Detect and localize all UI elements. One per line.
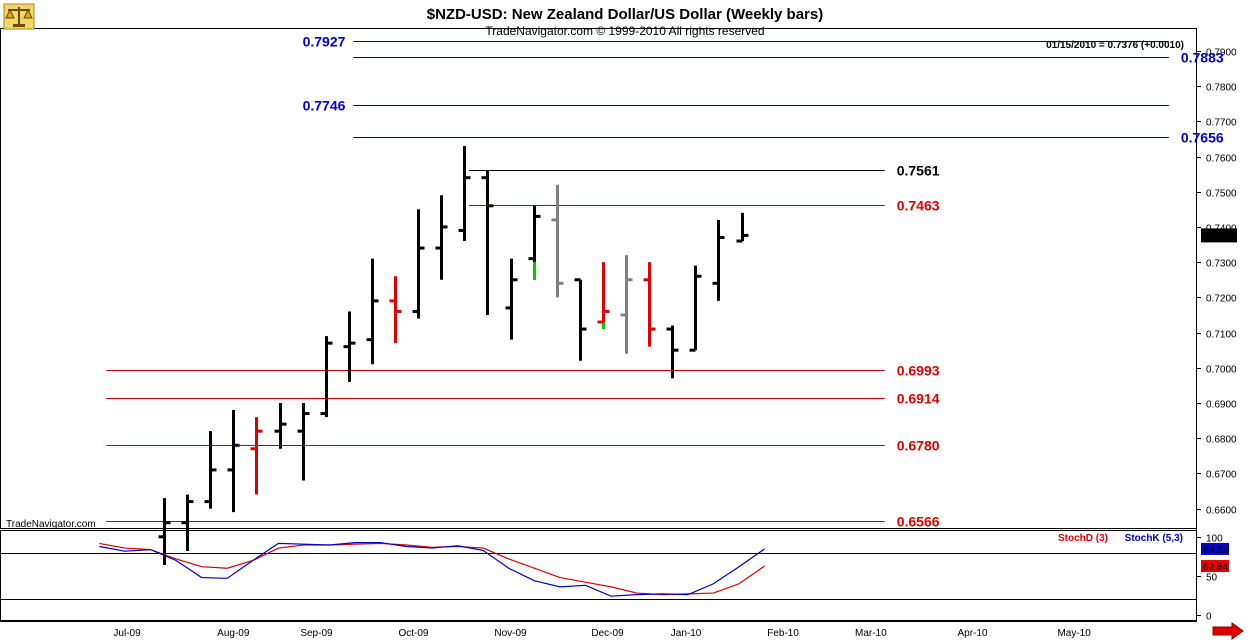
- ohlc-bar: [481, 170, 494, 315]
- watermark: TradeNavigator.com: [6, 519, 96, 530]
- month-label: Mar-10: [855, 628, 887, 639]
- month-axis: Jul-09 Aug-09 Sep-09 Oct-09 Nov-09 Dec-09 Jan-…: [113, 628, 1091, 639]
- ohlc-bar: [666, 325, 679, 379]
- stoch-legend-entry: StochK (5,3): [1125, 533, 1183, 544]
- ohlc-bar: [736, 212, 749, 243]
- ohlc-bar: [712, 219, 725, 301]
- ohlc-bar: [412, 209, 425, 319]
- level-label: 0.7746: [303, 98, 346, 114]
- month-label: Dec-09: [591, 628, 624, 639]
- ohlc-bar: [250, 417, 263, 495]
- ohlc-bar: [620, 255, 633, 354]
- level-label: 0.6914: [897, 391, 940, 407]
- logo: [3, 3, 35, 30]
- price-tick-label: 0.7000: [1206, 365, 1237, 376]
- last-price-tag: 0.7376: [1201, 228, 1237, 243]
- level-label: 0.6566: [897, 514, 940, 530]
- chart-subtitle: TradeNavigator.com © 1999-2010 All right…: [485, 24, 764, 38]
- level-label: 0.7883: [1181, 50, 1224, 66]
- ohlc-bar: [458, 145, 471, 242]
- level-label: 0.6780: [897, 438, 940, 454]
- month-label: Sep-09: [300, 628, 333, 639]
- price-axis: 0.6600 0.6700 0.6800 0.6900 0.7000 0.7100 0.72…: [1196, 48, 1237, 517]
- stoch-value-box: [1201, 560, 1229, 573]
- ohlc-bar: [181, 494, 194, 551]
- price-tick-label: 0.6800: [1206, 435, 1237, 446]
- price-tick-label: 0.7700: [1206, 118, 1237, 129]
- ohlc-bar: [204, 431, 217, 509]
- month-label: Nov-09: [494, 628, 527, 639]
- level-label: 0.7656: [1181, 130, 1224, 146]
- price-tick-label: 0.7300: [1206, 259, 1237, 270]
- stoch-tick-label: 0: [1206, 612, 1212, 623]
- stoch-panel-frame: [0, 530, 1197, 621]
- month-label: Aug-09: [217, 628, 250, 639]
- last-price-box: [1201, 228, 1237, 243]
- ohlc-bar: [574, 278, 587, 361]
- stoch-line: [99, 542, 765, 597]
- ohlc-bar: [389, 276, 402, 344]
- price-tick-label: 0.6600: [1206, 506, 1237, 517]
- month-label: Oct-09: [398, 628, 428, 639]
- price-panel-frame: [0, 28, 1197, 529]
- level-label: 0.7927: [303, 34, 346, 50]
- price-tick-label: 0.7800: [1206, 83, 1237, 94]
- ohlc-bar: [528, 205, 541, 280]
- stoch-value-box: [1201, 542, 1229, 555]
- month-label: Feb-10: [767, 628, 799, 639]
- ohlc-bar: [689, 265, 702, 352]
- price-tick-label: 0.7600: [1206, 154, 1237, 165]
- last-quote: 01/15/2010 = 0.7376 (+0.0010): [1046, 40, 1184, 51]
- ohlc-bar: [505, 258, 518, 340]
- price-tick-label: 0.7500: [1206, 189, 1237, 200]
- level-label: 0.7463: [897, 198, 940, 214]
- stoch-value-label: 84.89: [1203, 545, 1228, 556]
- price-tick-label: 0.6900: [1206, 400, 1237, 411]
- ohlc-bar: [366, 258, 379, 365]
- chart-title: $NZD-USD: New Zealand Dollar/US Dollar (…: [427, 6, 823, 23]
- level-label: 0.7561: [897, 163, 940, 179]
- ohlc-bar: [551, 184, 564, 298]
- last-price-label: 0.7376: [1203, 231, 1234, 242]
- price-bars: [158, 145, 749, 565]
- price-tick-label: 0.7900: [1206, 48, 1237, 59]
- stoch-tick-label: 50: [1206, 573, 1218, 584]
- stoch-tick-label: 100: [1206, 534, 1223, 545]
- scales-icon: [3, 3, 35, 30]
- ohlc-bar: [643, 262, 656, 347]
- price-tick-label: 0.6700: [1206, 470, 1237, 481]
- month-label: Jul-09: [113, 628, 141, 639]
- ohlc-bar: [435, 195, 448, 280]
- ohlc-bar: [297, 403, 310, 481]
- stoch-legend-entry: StochD (3): [1058, 533, 1108, 544]
- arrow-right-icon[interactable]: [1212, 622, 1244, 640]
- ohlc-bar: [227, 410, 240, 513]
- ohlc-bar: [274, 403, 287, 449]
- month-label: May-10: [1057, 628, 1091, 639]
- month-label: Jan-10: [671, 628, 702, 639]
- month-label: Apr-10: [957, 628, 987, 639]
- price-tick-label: 0.7200: [1206, 294, 1237, 305]
- ohlc-bar: [320, 336, 333, 418]
- ohlc-bar: [597, 262, 610, 330]
- level-label: 0.6993: [897, 363, 940, 379]
- stoch-value-label: 62.84: [1203, 562, 1228, 573]
- stochastic-panel: 100 50 0 StochD (3) 62.84 StochK (5,3) 84.89: [0, 533, 1229, 623]
- price-tick-label: 0.7100: [1206, 330, 1237, 341]
- ohlc-bar: [343, 311, 356, 382]
